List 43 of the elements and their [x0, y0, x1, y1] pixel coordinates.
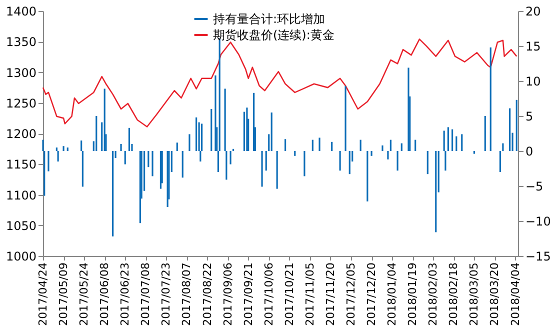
x-tick-label: 2017/10/06: [262, 262, 276, 326]
legend-label: 持有量合计:环比增加: [213, 12, 326, 26]
y2-tick-label: 0: [526, 144, 534, 158]
x-tick-label: 2017/04/24: [36, 262, 50, 326]
y2-tick-label: −5: [526, 180, 544, 194]
y2-tick-label: −10: [526, 214, 551, 228]
y2-tick-label: 10: [526, 74, 541, 88]
x-tick-label: 2017/05/09: [57, 262, 70, 326]
x-tick-label: 2017/12/20: [365, 262, 378, 326]
y-tick-label: 1350: [6, 35, 36, 50]
legend-label: 期货收盘价(连续):黄金: [213, 28, 334, 42]
x-tick-label: 2017/11/05: [303, 262, 316, 326]
x-tick-label: 2017/10/21: [282, 262, 296, 326]
x-tick-label: 2018/03/20: [488, 262, 502, 326]
x-tick-label: 2017/07/23: [160, 262, 173, 326]
x-tick-label: 2018/02/18: [447, 262, 460, 326]
x-tick-label: 2017/06/08: [98, 262, 112, 326]
x-tick-label: 2017/08/22: [200, 262, 214, 326]
x-tick-label: 2018/02/03: [426, 262, 440, 326]
y2-tick-label: 15: [526, 40, 541, 54]
x-tick-label: 2018/01/19: [406, 262, 420, 326]
x-tick-label: 2018/03/05: [468, 262, 481, 326]
y-tick-label: 1250: [6, 96, 36, 110]
x-tick-label: 2017/09/21: [242, 262, 255, 326]
x-tick-label: 2017/08/07: [180, 262, 194, 326]
x-tick-label: 2017/07/08: [139, 262, 152, 326]
y-tick-label: 1150: [6, 158, 36, 172]
x-tick-label: 2017/05/24: [78, 262, 91, 326]
x-tick-label: 2017/06/23: [118, 262, 132, 326]
x-tick-label: 2018/01/04: [386, 262, 399, 326]
y-tick-label: 1050: [6, 218, 36, 233]
y2-tick-label: −15: [526, 250, 551, 264]
x-tick-label: 2017/09/06: [221, 262, 234, 326]
y-tick-label: 1000: [6, 250, 36, 264]
x-tick-label: 2017/11/20: [324, 262, 337, 326]
y-tick-label: 1300: [6, 66, 36, 80]
y-tick-label: 1100: [6, 188, 36, 202]
x-tick-label: 2018/04/04: [508, 262, 522, 326]
y2-tick-label: 5: [526, 110, 534, 124]
x-tick-label: 2017/12/05: [344, 262, 358, 326]
y-tick-label: 1200: [6, 127, 36, 141]
y2-tick-label: 20: [526, 4, 541, 18]
y-tick-label: 1400: [6, 4, 36, 18]
